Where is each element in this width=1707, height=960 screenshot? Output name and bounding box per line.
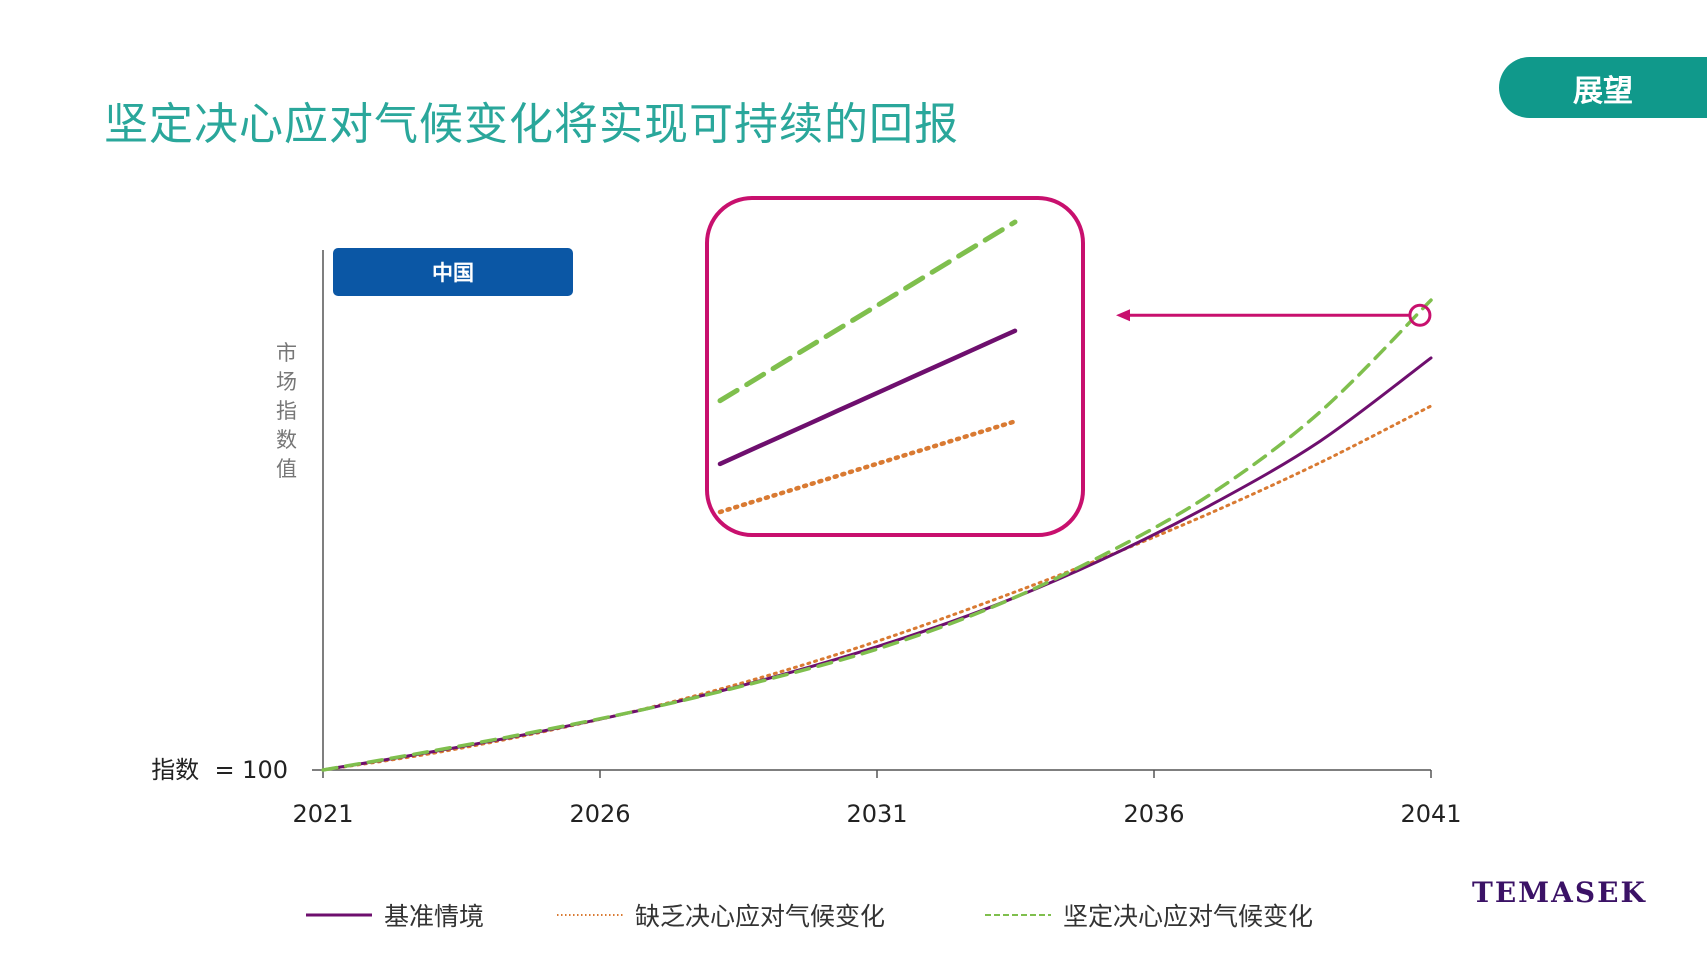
x-tick-label: 2036 [1123, 800, 1184, 828]
legend-label: 坚定决心应对气候变化 [1063, 902, 1313, 931]
y-axis-label-char: 值 [276, 457, 297, 481]
y-axis-label-char: 指 [276, 399, 297, 423]
temasek-logo: TEMASEK [1472, 876, 1647, 909]
region-badge-label: 中国 [432, 261, 474, 285]
region-badge [333, 248, 573, 296]
inset-series-line-dotted [717, 419, 1018, 515]
inset-zoom-frame [705, 196, 1085, 537]
y-axis-label-char: 场 [276, 370, 297, 394]
y-axis-label-char: 数 [276, 428, 297, 452]
legend-label: 基准情境 [384, 902, 484, 931]
section-tab-outlook[interactable]: 展望 [1499, 57, 1707, 118]
x-tick-label: 2031 [846, 800, 907, 828]
legend-label: 缺乏决心应对气候变化 [635, 902, 885, 931]
y-axis-label-char: 市 [276, 341, 297, 365]
x-tick-label: 2041 [1400, 800, 1461, 828]
x-tick-label: 2021 [292, 800, 353, 828]
highlight-marker [1408, 303, 1432, 327]
y-base-label: 指数 = 100 [151, 756, 288, 784]
series-line-dashed [321, 298, 1433, 772]
highlight-arrowhead [1116, 309, 1130, 322]
inset-series-line-solid [717, 328, 1018, 467]
page-title: 坚定决心应对气候变化将实现可持续的回报 [104, 99, 959, 150]
x-tick-label: 2026 [569, 800, 630, 828]
inset-series-line-dashed [717, 219, 1018, 404]
y-axis-label: 市场指数值 [276, 341, 297, 481]
series-line-dotted [321, 404, 1433, 772]
